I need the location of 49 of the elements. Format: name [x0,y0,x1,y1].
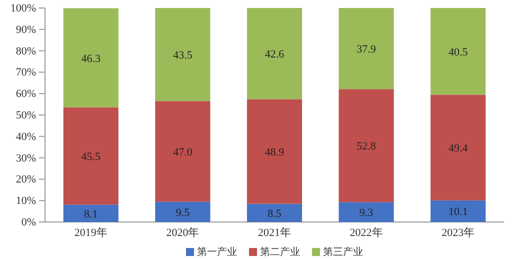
y-tick-label: 20% [16,174,36,186]
y-tick-label: 30% [16,152,36,164]
data-label: 9.5 [176,206,190,219]
bar [63,204,118,222]
x-tick-label: 2021年 [258,226,291,239]
y-tick-label: 70% [16,66,36,79]
legend-label: 第一产业 [197,246,237,258]
data-label: 52.8 [356,140,376,153]
bar [430,8,486,95]
data-label: 37.9 [356,44,376,56]
bar [338,89,394,202]
y-tick-label: 60% [16,88,36,100]
bar [430,200,486,222]
y-tick-label: 100% [10,2,36,15]
y-tick-label: 90% [16,24,36,36]
bar [338,202,394,222]
legend-label: 第三产业 [323,246,363,258]
data-label: 45.5 [81,150,102,163]
x-tick-label: 2023年 [442,226,475,239]
data-label: 49.4 [448,142,468,155]
y-tick-label: 50% [16,110,36,122]
y-tick-label: 40% [16,130,36,143]
legend-label: 第二产业 [260,246,300,258]
x-tick-label: 2020年 [166,226,200,239]
bar [63,8,118,108]
bar [155,202,210,222]
data-label: 42.6 [264,48,285,61]
data-label: 43.5 [173,50,193,62]
y-tick-label: 10% [16,195,36,208]
bar [155,101,210,202]
bar [430,94,486,200]
data-label: 48.9 [264,146,285,158]
data-label: 8.5 [268,208,282,220]
bar [63,107,118,205]
bar [155,8,210,102]
bar [246,99,302,204]
x-tick-label: 2022年 [350,226,383,239]
data-label: 8.1 [84,208,98,220]
bar [246,204,302,222]
data-label: 10.1 [448,206,468,218]
data-label: 9.3 [359,207,374,220]
data-label: 47.0 [173,146,193,158]
y-tick-label: 80% [16,45,36,58]
y-tick-label: 0% [21,216,36,229]
x-tick-label: 2019年 [74,226,108,239]
bar [246,8,302,100]
data-label: 46.3 [81,52,102,65]
bar [338,8,394,90]
data-label: 40.5 [448,46,468,58]
